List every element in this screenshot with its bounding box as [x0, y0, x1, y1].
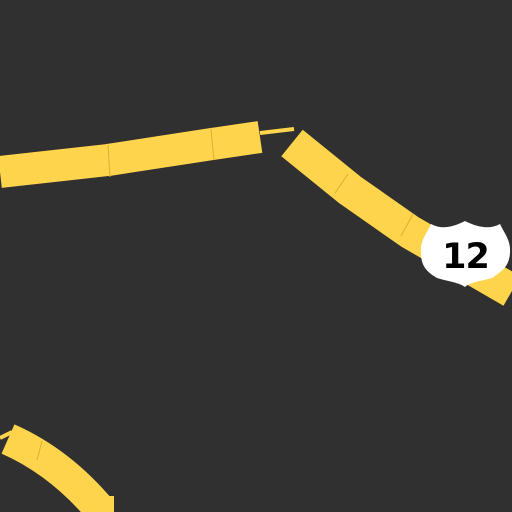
road-segment-divider [36, 440, 43, 461]
road-bridge-connector[interactable] [259, 127, 295, 135]
route-number-label: 12 [442, 237, 489, 277]
road-segment-divider [107, 144, 111, 178]
road-segment-divider [400, 213, 414, 237]
route-shield[interactable]: 12 [420, 221, 511, 287]
us-highway-shield-icon [420, 221, 511, 287]
road-segment-west[interactable] [0, 121, 263, 188]
road-segment-divider [334, 173, 349, 194]
road-segment-southwest[interactable] [1, 424, 118, 512]
road-segment-divider [210, 128, 215, 161]
road-connector-southwest[interactable] [0, 430, 13, 440]
highway-road-lower[interactable] [0, 424, 118, 512]
